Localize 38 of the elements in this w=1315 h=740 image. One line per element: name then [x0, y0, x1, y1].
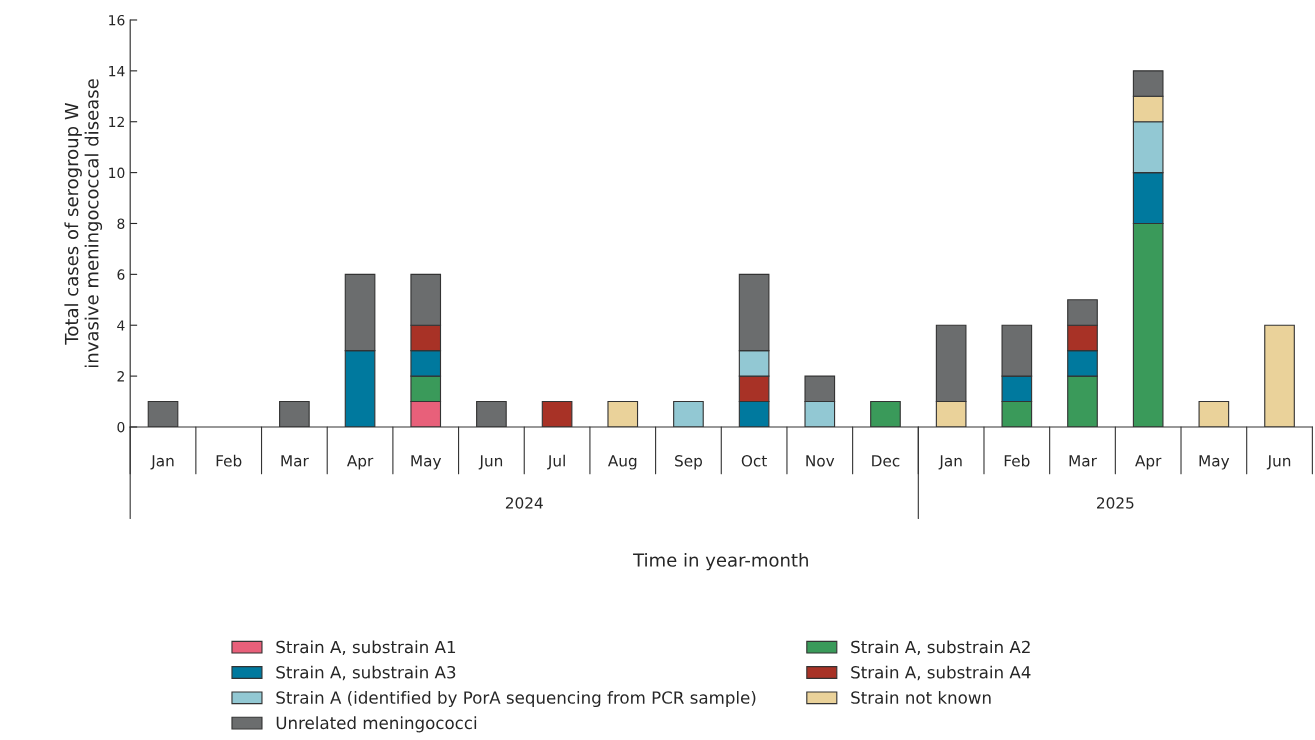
y-axis-title: Total cases of serogroup W invasive meningococcal disease — [64, 79, 103, 368]
x-tick-label: May — [411, 455, 442, 470]
legend-label: Strain A (identified by PorA sequencing from PCR sample) — [276, 690, 756, 708]
x-tick-label: Jan — [150, 455, 174, 470]
y-tick-label: 16 — [109, 14, 125, 26]
x-tick-label: Oct — [741, 455, 767, 467]
x-tick-label: Jun — [478, 455, 503, 470]
legend-label: Strain A, substrain A4 — [851, 665, 1031, 681]
x-tick-label: Jul — [547, 454, 565, 470]
x-tick-label: Nov — [806, 455, 835, 467]
legend-label: Unrelated meningococci — [276, 716, 477, 733]
x-tick-label: Jan — [938, 455, 962, 470]
y-tick-label: 12 — [109, 116, 124, 128]
y-tick-label: 10 — [109, 167, 125, 179]
y-tick-label: 2 — [117, 371, 124, 382]
y-tick-label: 0 — [117, 421, 125, 433]
legend-label: Strain not known — [851, 690, 991, 704]
text: 2025 — [1097, 497, 1134, 509]
y-tick-label: 8 — [117, 218, 125, 229]
legend-label: Strain A, substrain A1 — [276, 640, 456, 655]
x-tick-label: Mar — [281, 455, 309, 467]
x-tick-label: Apr — [1135, 455, 1162, 470]
x-tick-label: Feb — [1004, 454, 1030, 467]
x-axis-title: Time in year-month — [633, 552, 808, 571]
x-tick-label: Jun — [1266, 455, 1291, 470]
legend-label: Strain A, substrain A3 — [276, 665, 456, 681]
x-tick-label: Mar — [1069, 455, 1097, 467]
y-tick-label: 4 — [117, 320, 125, 331]
legend-label: Strain A, substrain A2 — [851, 640, 1030, 655]
x-tick-label: May — [1199, 455, 1230, 470]
y-tick-label: 6 — [117, 269, 125, 280]
y-tick-label: 14 — [109, 66, 125, 77]
x-tick-label: Aug — [607, 455, 637, 470]
x-tick-label: Dec — [872, 455, 900, 467]
x-tick-label: Feb — [216, 454, 242, 467]
x-tick-label: Apr — [346, 455, 374, 470]
text: 2024 — [505, 497, 543, 509]
x-tick-label: Sep — [675, 455, 702, 470]
